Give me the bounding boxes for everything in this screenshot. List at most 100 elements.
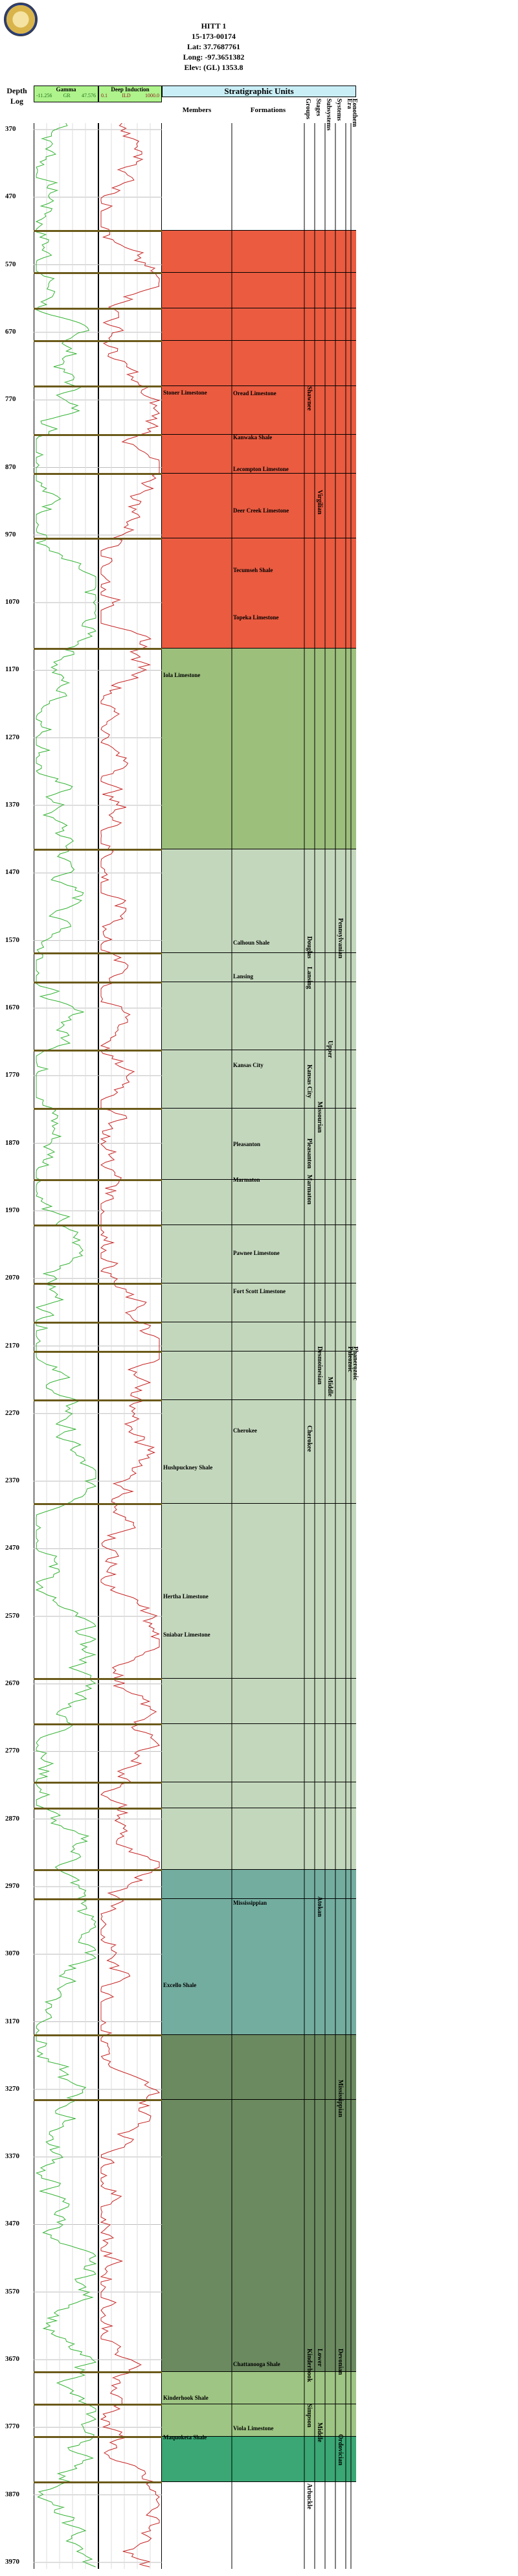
formation-top-marker	[34, 648, 162, 650]
formation-top-marker	[34, 2371, 162, 2373]
subsystems-label: Middle	[326, 1376, 333, 1397]
groups-header: Groups	[304, 98, 311, 120]
stages-label: Virgilian	[316, 490, 323, 515]
formation-top-marker	[34, 1108, 162, 1110]
strat-band	[162, 849, 356, 1869]
res-scale-right: 1000.0	[144, 93, 159, 98]
formations-label: Oread Limestone	[233, 390, 276, 397]
strat-boundary	[162, 1723, 356, 1724]
strat-boundary	[162, 1503, 356, 1504]
depth-tick-label: 1070	[5, 598, 19, 606]
formation-top-marker	[34, 1179, 162, 1181]
members-label: Hertha Limestone	[163, 1593, 208, 1600]
systems-label: Ordovician	[337, 2434, 344, 2466]
depth-tick-label: 2870	[5, 1814, 19, 1823]
depth-tick-label: 3470	[5, 2220, 19, 2228]
formations-label: Lansing	[233, 972, 254, 980]
formations-label: Marmaton	[233, 1177, 260, 1184]
gamma-curve	[35, 123, 97, 2568]
formation-top-marker	[34, 1399, 162, 1401]
depth-tick-label: 3570	[5, 2287, 19, 2295]
formation-top-marker	[34, 1723, 162, 1725]
formation-top-marker	[34, 1322, 162, 1324]
resistivity-title: Deep Induction	[111, 86, 150, 93]
eonothem-header: Eonothem	[351, 98, 358, 127]
strat-boundary	[162, 272, 356, 273]
stages-header: Stages	[315, 98, 322, 117]
stages-label: Lower	[316, 2349, 323, 2367]
depth-tick-label: 970	[5, 530, 16, 538]
stages-label: Atokan	[316, 1896, 323, 1917]
formation-top-marker	[34, 2404, 162, 2406]
gamma-scale-mid: GR	[63, 93, 71, 98]
stages-label: Middle	[316, 2422, 323, 2443]
formation-top-marker	[34, 538, 162, 540]
members-label: Hushpuckney Shale	[163, 1464, 213, 1471]
formation-top-marker	[34, 385, 162, 387]
groups-label: Douglas	[306, 936, 313, 959]
log-label: Log	[10, 97, 23, 106]
strat-boundary	[162, 473, 356, 474]
strat-band	[162, 230, 356, 648]
depth-tick-label: 3970	[5, 2558, 19, 2566]
strat-boundary	[162, 2034, 356, 2035]
depth-tick-label: 1470	[5, 868, 19, 877]
depth-tick-label: 1570	[5, 936, 19, 944]
formations-label: Lecompton Limestone	[233, 465, 289, 472]
groups-label: Lansing	[306, 967, 313, 989]
formations-label: Calhoun Shale	[233, 939, 270, 946]
members-header: Members	[182, 106, 212, 114]
strat-band	[162, 2099, 356, 2371]
gamma-header: Gamma -11.256 GR 47.576	[34, 86, 98, 102]
formation-top-marker	[34, 434, 162, 436]
depth-tick-label: 1670	[5, 1003, 19, 1011]
resistivity-curve	[100, 123, 161, 2568]
formation-top-marker	[34, 1898, 162, 1900]
strat-boundary	[162, 340, 356, 341]
strat-band	[162, 2436, 356, 2481]
strat-title: Stratigraphic Units	[162, 86, 356, 97]
depth-tick-label: 2970	[5, 1881, 19, 1890]
members-label: Iola Limestone	[163, 671, 201, 678]
systems-label: Pennsylvanian	[337, 917, 344, 959]
formations-label: Fort Scott Limestone	[233, 1287, 286, 1294]
well-name: HITT 1	[201, 21, 227, 30]
strat-bands	[162, 123, 356, 2569]
formation-top-marker	[34, 1050, 162, 1052]
formation-top-marker	[34, 473, 162, 475]
formation-top-marker	[34, 1225, 162, 1226]
groups-label: Cherokee	[306, 1425, 313, 1453]
gamma-scale-right: 47.576	[82, 93, 96, 98]
formation-top-marker	[34, 2034, 162, 2036]
formations-header: Formations	[250, 106, 286, 114]
strat-boundary	[162, 952, 356, 953]
subsystems-header: Subsystems	[325, 98, 332, 131]
systems-label: Devonian	[337, 2349, 344, 2375]
resistivity-header: Deep Induction 0.1 ILD 1000.0	[98, 86, 162, 102]
formations-label: Tecumseh Shale	[233, 567, 273, 574]
formation-top-marker	[34, 308, 162, 310]
groups-label: Shawnee	[306, 385, 313, 411]
formation-top-marker	[34, 1503, 162, 1505]
strat-boundary	[162, 2481, 356, 2482]
well-header: HITT 1 15-173-00174 Lat: 37.7687761 Long…	[168, 21, 259, 73]
groups-label: Kinderhook	[306, 2349, 313, 2382]
groups-label: Kansas City	[306, 1064, 313, 1099]
depth-tick-label: 1370	[5, 801, 19, 809]
depth-tick-label: 2670	[5, 1679, 19, 1688]
depth-tick-label: 570	[5, 260, 16, 268]
gamma-scale-left: -11.256	[36, 93, 52, 98]
depth-tick-label: 2470	[5, 1544, 19, 1552]
depth-tick-label: 3070	[5, 1949, 19, 1958]
strat-boundary	[162, 1898, 356, 1899]
members-label: Kinderhook Shale	[163, 2395, 208, 2402]
groups-label: Marmaton	[306, 1175, 313, 1205]
strat-band	[162, 1869, 356, 2034]
formations-label: Pawnee Limestone	[233, 1250, 280, 1257]
strat-boundary	[162, 2371, 356, 2372]
strat-boundary	[162, 1869, 356, 1870]
depth-tick-label: 2770	[5, 1747, 19, 1755]
formation-top-marker	[34, 2481, 162, 2483]
stages-label: Missourian	[316, 1101, 323, 1133]
strat-boundary	[162, 230, 356, 231]
